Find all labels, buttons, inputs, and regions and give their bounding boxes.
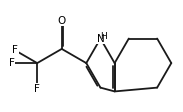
Text: N: N bbox=[97, 33, 104, 44]
Text: F: F bbox=[12, 45, 18, 55]
Text: F: F bbox=[34, 84, 40, 94]
Text: H: H bbox=[100, 32, 107, 41]
Text: F: F bbox=[9, 58, 15, 68]
Text: O: O bbox=[58, 16, 66, 26]
